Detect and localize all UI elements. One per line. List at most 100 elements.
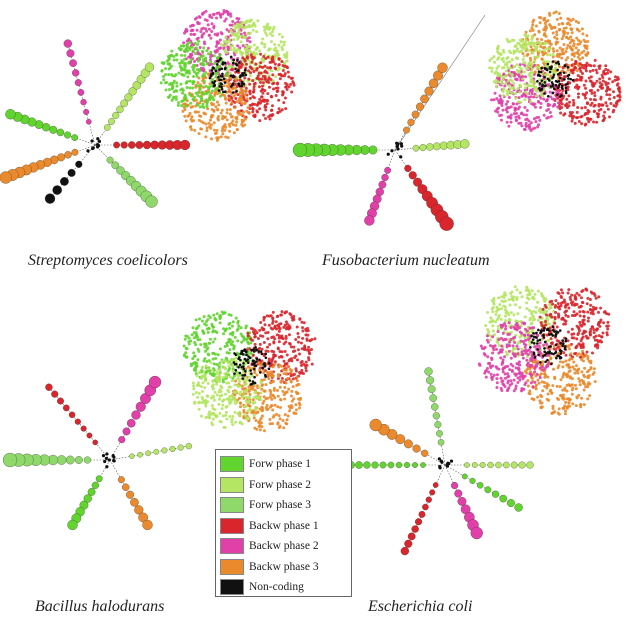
strep-cloud-point: [256, 19, 260, 23]
ecoli-spoke-node: [395, 461, 403, 469]
fuso-cloud-point: [549, 42, 553, 46]
ecoli-cloud-point: [533, 380, 537, 384]
bac-cloud-point: [246, 361, 250, 365]
fuso-cloud-point: [533, 41, 537, 45]
ecoli-cloud-point: [556, 312, 560, 316]
fuso-cloud-point: [593, 91, 597, 95]
bac-cloud-point: [307, 345, 311, 349]
bac-cloud-point: [295, 375, 299, 379]
fuso-cloud-point: [557, 89, 561, 93]
strep-cloud-point: [262, 99, 266, 103]
ecoli-cloud-point: [518, 335, 522, 339]
fuso-cloud-point: [523, 98, 527, 102]
strep-cloud-point: [183, 61, 187, 65]
fuso-cloud-point: [502, 50, 506, 54]
bac-cloud-point: [243, 357, 247, 361]
bac-cloud-point: [310, 337, 314, 341]
ecoli-cloud-point: [539, 393, 543, 397]
fuso-cloud-point: [533, 88, 537, 92]
strep-cloud-point: [188, 40, 192, 44]
strep-spoke-node: [71, 134, 79, 141]
ecoli-cloud-point: [582, 388, 586, 392]
bac-cloud-point: [283, 397, 287, 401]
ecoli-cloud-point: [504, 311, 508, 315]
fuso-cloud-point: [513, 44, 517, 48]
strep-spoke-node: [5, 109, 16, 120]
ecoli-cloud-point: [561, 375, 565, 379]
bac-cloud-point: [289, 379, 293, 383]
strep-cloud-point: [276, 86, 280, 90]
strep-cloud-point: [255, 109, 259, 113]
strep-cloud-point: [260, 57, 264, 61]
ecoli-cloud-point: [563, 305, 567, 309]
fuso-spoke-node: [364, 215, 375, 226]
ecoli-cloud-point: [497, 338, 501, 342]
strep-cloud-point: [255, 45, 259, 49]
ecoli-cloud-point: [596, 310, 600, 314]
strep-cloud-point: [197, 21, 201, 25]
bac-cloud-point: [307, 356, 311, 360]
bac-cloud-point: [286, 365, 290, 369]
strep-cloud-point: [223, 115, 227, 119]
fuso-cloud-point: [557, 12, 561, 16]
strep-cloud-point: [201, 26, 205, 30]
strep-cloud-point: [236, 58, 239, 62]
fuso-cloud-point: [557, 84, 561, 87]
strep-spoke-node: [60, 177, 69, 186]
fuso-cloud-point: [495, 66, 499, 70]
bac-spoke-node: [74, 418, 81, 425]
ecoli-cloud-point: [489, 372, 493, 376]
strep-cloud-point: [204, 135, 208, 139]
strep-cloud-point: [208, 118, 212, 122]
bac-cloud-point: [259, 391, 263, 395]
ecoli-cloud-point: [524, 338, 528, 342]
fuso-cloud-point: [577, 21, 581, 25]
fuso-cloud-point: [568, 100, 572, 104]
ecoli-cloud-point: [580, 353, 584, 357]
ecoli-cloud-point: [506, 333, 510, 337]
strep-cloud-point: [232, 46, 236, 50]
ecoli-spoke-node: [499, 494, 508, 503]
bac-cloud-point: [197, 391, 201, 395]
bac-cloud-point: [299, 361, 303, 365]
ecoli-cloud-point: [523, 369, 527, 373]
ecoli-cloud-point: [524, 348, 528, 352]
strep-cloud-point: [194, 46, 198, 50]
ecoli-cloud-point: [563, 310, 567, 314]
strep-cloud-point: [182, 68, 186, 72]
bac-cloud-point: [304, 366, 308, 370]
bac-cloud-point: [211, 383, 215, 387]
fuso-cloud-point: [554, 10, 558, 14]
fuso-cloud-point: [528, 41, 532, 45]
ecoli-cloud-point: [509, 326, 513, 330]
strep-cloud-point: [198, 46, 202, 50]
fuso-cloud-point: [583, 44, 587, 48]
strep-cloud-point: [183, 114, 187, 118]
fuso-cloud-point: [547, 107, 551, 111]
bac-cloud-point: [273, 337, 277, 341]
strep-spoke-node: [145, 195, 158, 208]
strep-cloud-point: [164, 73, 168, 77]
strep-cloud-point: [197, 39, 201, 43]
ecoli-cloud-point: [605, 312, 609, 316]
bac-cloud-point: [276, 374, 280, 378]
bac-cloud-point: [249, 327, 253, 331]
bac-cloud-point: [234, 353, 238, 356]
ecoli-cloud-point: [560, 349, 563, 353]
bac-cloud-point: [266, 345, 270, 349]
strep-cloud-point: [228, 108, 232, 112]
fuso-cloud-point: [580, 114, 584, 118]
fuso-cloud-point: [540, 57, 544, 61]
bac-cloud-point: [242, 361, 245, 365]
fuso-cloud-point: [513, 106, 517, 110]
strep-cloud-point: [200, 97, 204, 101]
strep-cloud-point: [196, 71, 200, 75]
strep-cloud-point: [266, 99, 270, 103]
ecoli-cloud-point: [574, 364, 578, 368]
ecoli-cloud-point: [541, 360, 545, 364]
strep-cloud-point: [238, 84, 242, 88]
ecoli-cloud-point: [486, 310, 490, 314]
ecoli-cloud-point: [589, 359, 593, 363]
bac-cloud-point: [209, 361, 213, 365]
ecoli-cloud-point: [565, 389, 569, 393]
